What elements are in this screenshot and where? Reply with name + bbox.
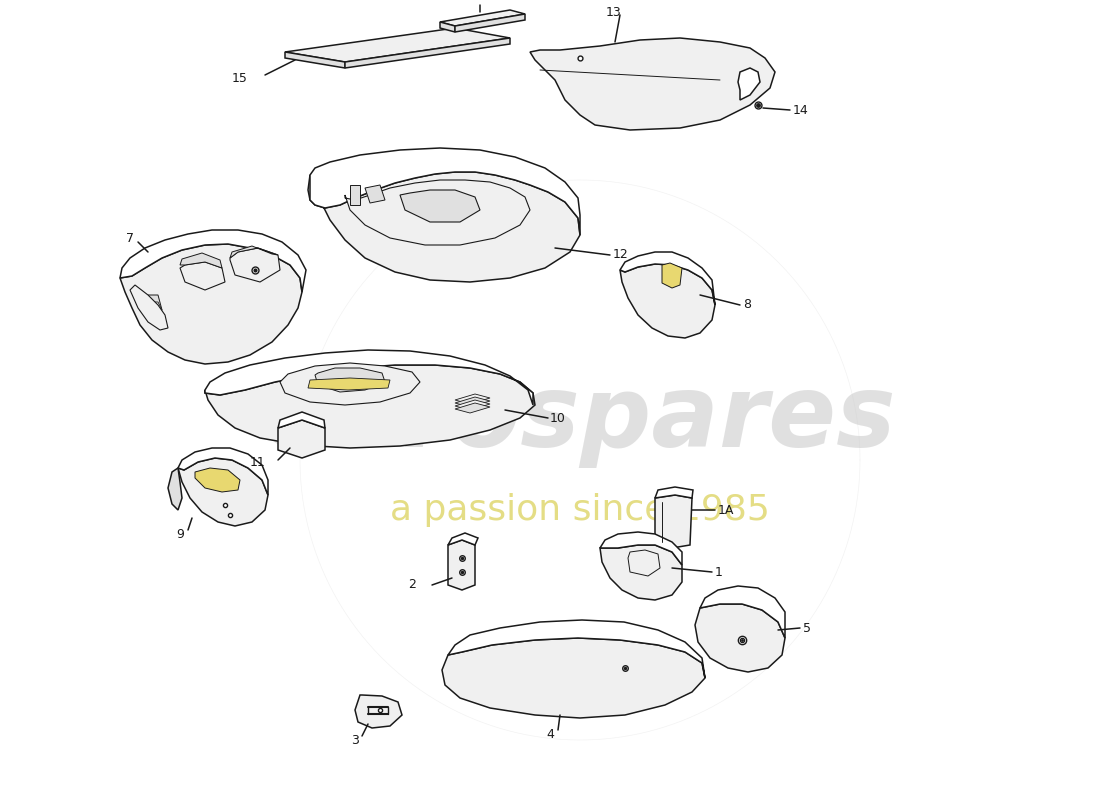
Polygon shape <box>620 264 715 338</box>
Polygon shape <box>230 248 280 282</box>
Polygon shape <box>178 458 268 526</box>
Polygon shape <box>440 10 525 26</box>
Polygon shape <box>355 695 402 728</box>
Text: 4: 4 <box>546 729 554 742</box>
Polygon shape <box>178 448 268 495</box>
Polygon shape <box>654 487 693 498</box>
Polygon shape <box>180 262 226 290</box>
Text: 7: 7 <box>126 231 134 245</box>
Text: 3: 3 <box>351 734 359 746</box>
Polygon shape <box>278 412 324 428</box>
Polygon shape <box>455 400 490 410</box>
Polygon shape <box>180 253 222 268</box>
Polygon shape <box>455 397 490 407</box>
Polygon shape <box>440 22 455 32</box>
Polygon shape <box>738 68 760 100</box>
Polygon shape <box>455 403 490 413</box>
Text: 9: 9 <box>176 529 184 542</box>
Polygon shape <box>168 468 182 510</box>
Polygon shape <box>230 246 278 258</box>
Polygon shape <box>205 365 535 448</box>
Polygon shape <box>308 378 390 390</box>
Polygon shape <box>695 604 785 672</box>
Polygon shape <box>620 252 715 305</box>
Polygon shape <box>195 468 240 492</box>
Polygon shape <box>530 38 775 130</box>
Polygon shape <box>455 394 490 404</box>
Polygon shape <box>148 302 162 312</box>
Polygon shape <box>628 550 660 576</box>
Polygon shape <box>448 620 705 678</box>
Text: 10: 10 <box>550 411 565 425</box>
Polygon shape <box>400 190 480 222</box>
Polygon shape <box>455 14 525 32</box>
Text: 5: 5 <box>803 622 811 634</box>
Polygon shape <box>285 28 510 62</box>
Text: 1A: 1A <box>718 503 735 517</box>
Polygon shape <box>600 532 682 565</box>
Polygon shape <box>148 295 162 312</box>
Text: 1: 1 <box>715 566 723 578</box>
Polygon shape <box>310 148 580 235</box>
Text: 2: 2 <box>408 578 416 591</box>
Text: eurospares: eurospares <box>264 371 896 469</box>
Text: 8: 8 <box>742 298 751 311</box>
Polygon shape <box>442 638 705 718</box>
Polygon shape <box>278 420 324 458</box>
Polygon shape <box>120 230 306 292</box>
Polygon shape <box>448 533 478 545</box>
Polygon shape <box>308 172 580 282</box>
Text: 14: 14 <box>793 103 808 117</box>
Polygon shape <box>280 363 420 405</box>
Polygon shape <box>448 540 475 590</box>
Polygon shape <box>345 38 510 68</box>
Text: 13: 13 <box>606 6 621 18</box>
Text: 16: 16 <box>465 0 481 3</box>
Polygon shape <box>662 263 682 288</box>
Polygon shape <box>205 350 534 405</box>
Polygon shape <box>350 185 360 205</box>
Polygon shape <box>130 285 168 330</box>
Polygon shape <box>654 495 692 548</box>
Polygon shape <box>315 368 385 392</box>
Text: 11: 11 <box>250 455 266 469</box>
Polygon shape <box>600 545 682 600</box>
Polygon shape <box>120 244 303 364</box>
Text: 15: 15 <box>232 71 248 85</box>
Polygon shape <box>365 185 385 203</box>
Text: a passion since 1985: a passion since 1985 <box>390 493 770 527</box>
Text: 12: 12 <box>613 249 629 262</box>
Polygon shape <box>285 52 345 68</box>
Polygon shape <box>700 586 785 638</box>
Polygon shape <box>345 180 530 245</box>
